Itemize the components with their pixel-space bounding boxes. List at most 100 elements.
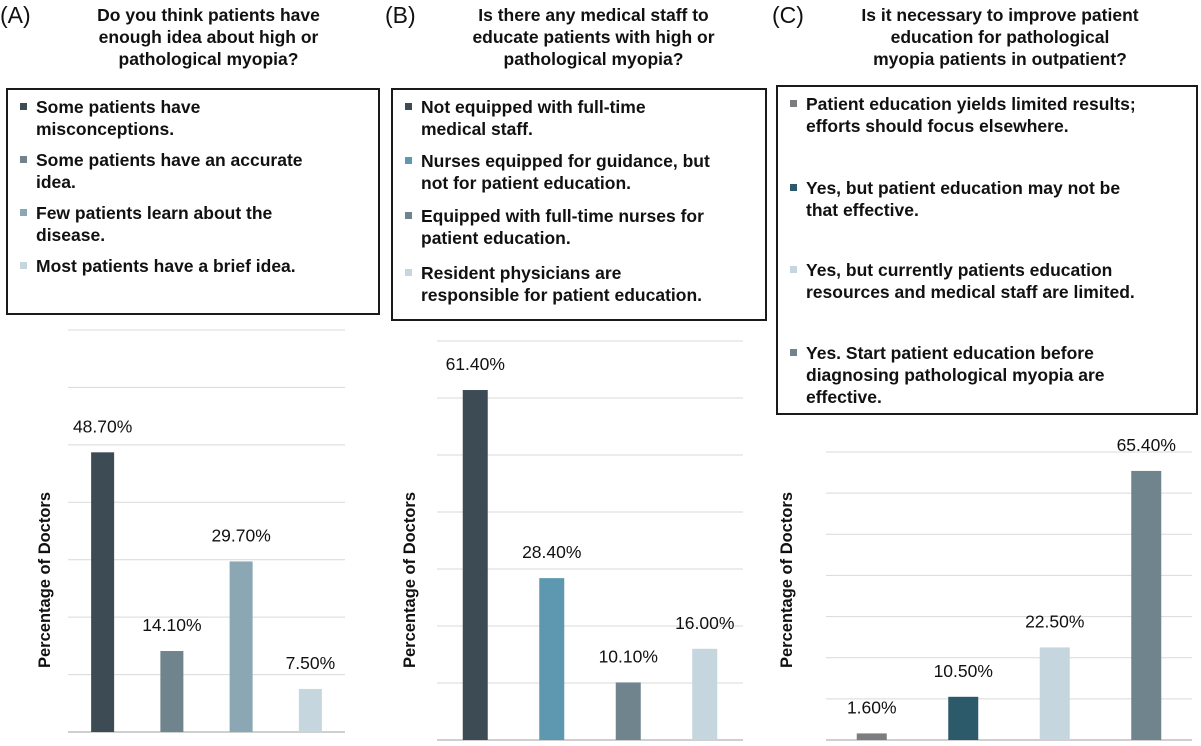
legend-label-line: Some patients have an accurate xyxy=(36,150,303,170)
legend-swatch xyxy=(405,269,412,276)
legend-swatch xyxy=(405,103,412,110)
legend-label: Yes. Start patient education before diagn… xyxy=(806,342,1111,408)
legend-label-line: Patient education yields limited results… xyxy=(806,94,1136,114)
legend-item: Yes, but patient education may not be tha… xyxy=(778,177,1196,221)
legend-item: Not equipped with full-time medical staff… xyxy=(393,96,765,140)
bar xyxy=(91,452,115,732)
legend-label: Yes, but patient education may not be tha… xyxy=(806,177,1126,221)
legend-label: Nurses equipped for guidance, but not for… xyxy=(421,150,716,194)
y-axis-label: Percentage of Doctors xyxy=(401,492,419,668)
data-label: 1.60% xyxy=(847,697,897,717)
data-label: 10.50% xyxy=(934,661,993,681)
bar xyxy=(160,651,184,732)
legend-label: Some patients have an accurate idea. xyxy=(36,149,309,193)
legend-swatch xyxy=(20,156,27,163)
bar-chart: Percentage of Doctors 61.40% 28.40% 10.10% 1… xyxy=(401,340,743,741)
data-label: 29.70% xyxy=(211,525,270,545)
legend-item: Equipped with full-time nurses for patien… xyxy=(393,205,765,249)
legend-label-line: Not equipped with full-time xyxy=(421,97,646,117)
legend-label-line: Yes. Start patient education before xyxy=(806,343,1094,363)
legend-swatch xyxy=(790,266,797,273)
legend-swatch xyxy=(20,262,27,269)
question-title: Is there any medical staff to educate pat… xyxy=(415,4,772,70)
legend-swatch xyxy=(405,157,412,164)
legend-label: Resident physicians are responsible for p… xyxy=(421,262,708,306)
data-label: 28.40% xyxy=(522,542,581,562)
legend-label: Yes, but currently patients education res… xyxy=(806,259,1141,303)
bar xyxy=(615,682,641,740)
legend-swatch xyxy=(20,209,27,216)
legend-label: Few patients learn about the disease. xyxy=(36,202,278,246)
data-label: 65.40% xyxy=(1117,435,1176,455)
panel-letter: (C) xyxy=(772,2,804,28)
bar-chart: Percentage of Doctors 48.70% 14.10% 29.70% 7… xyxy=(36,329,345,733)
question-line: pathological myopia? xyxy=(118,49,299,69)
legend-label: Not equipped with full-time medical staff… xyxy=(421,96,652,140)
legend-item: Few patients learn about the disease. xyxy=(8,202,378,246)
legend-swatch xyxy=(405,212,412,219)
legend-label-line: idea. xyxy=(36,172,76,192)
legend-label-line: resources and medical staff are limited. xyxy=(806,282,1135,302)
legend-label-line: Yes, but patient education may not be xyxy=(806,178,1121,198)
legend-label: Some patients have misconceptions. xyxy=(36,96,206,140)
legend-swatch xyxy=(790,349,797,356)
legend-box: Not equipped with full-time medical staff… xyxy=(391,88,767,321)
legend-swatch xyxy=(790,100,797,107)
legend-label-line: Resident physicians are xyxy=(421,263,622,283)
legend-label-line: Yes, but currently patients education xyxy=(806,260,1113,280)
legend-label-line: patient education. xyxy=(421,228,571,248)
legend-swatch xyxy=(790,184,797,191)
question-line: enough idea about high or xyxy=(98,27,319,47)
legend-box: Patient education yields limited results… xyxy=(776,85,1198,415)
bar xyxy=(692,648,718,740)
legend-label-line: efforts should focus elsewhere. xyxy=(806,116,1069,136)
data-label: 10.10% xyxy=(599,646,658,666)
question-title: Is it necessary to improve patient educat… xyxy=(810,4,1190,70)
bar xyxy=(948,696,979,740)
legend-item: Most patients have a brief idea. xyxy=(8,255,378,277)
question-line: Is it necessary to improve patient xyxy=(861,5,1139,25)
bar-chart: Percentage of Doctors 1.60% 10.50% 22.50% 65… xyxy=(778,435,1192,741)
legend-label-line: diagnosing pathological myopia are xyxy=(806,365,1105,385)
legend-item: Patient education yields limited results… xyxy=(778,93,1196,137)
question-line: Do you think patients have xyxy=(97,5,320,25)
bar xyxy=(539,578,565,740)
legend-label-line: Few patients learn about the xyxy=(36,203,273,223)
data-label: 7.50% xyxy=(286,653,336,673)
legend-label-line: Most patients have a brief idea. xyxy=(36,256,296,276)
data-label: 48.70% xyxy=(73,416,132,436)
data-label: 22.50% xyxy=(1025,611,1084,631)
question-line: pathological myopia? xyxy=(503,49,684,69)
legend-item: Yes, but currently patients education res… xyxy=(778,259,1196,303)
legend-label-line: effective. xyxy=(806,387,882,407)
legend-label: Most patients have a brief idea. xyxy=(36,255,302,277)
panel-letter: (A) xyxy=(0,2,31,28)
legend-item: Resident physicians are responsible for p… xyxy=(393,262,765,306)
legend-label-line: responsible for patient education. xyxy=(421,285,703,305)
data-label: 16.00% xyxy=(675,613,734,633)
legend-box: Some patients have misconceptions. Some pa… xyxy=(6,88,380,315)
legend-item: Some patients have misconceptions. xyxy=(8,96,378,140)
question-line: Is there any medical staff to xyxy=(478,5,709,25)
data-label: 14.10% xyxy=(142,615,201,635)
legend-label-line: not for patient education. xyxy=(421,173,631,193)
legend-label-line: medical staff. xyxy=(421,119,533,139)
bar xyxy=(856,733,887,740)
panel-letter: (B) xyxy=(385,2,416,28)
y-axis-label: Percentage of Doctors xyxy=(778,492,796,668)
legend-label-line: Some patients have xyxy=(36,97,201,117)
bar xyxy=(1131,470,1162,740)
legend-label-line: misconceptions. xyxy=(36,119,175,139)
legend-label: Patient education yields limited results… xyxy=(806,93,1142,137)
bar xyxy=(229,561,253,732)
legend-item: Some patients have an accurate idea. xyxy=(8,149,378,193)
legend-label-line: Equipped with full-time nurses for xyxy=(421,206,704,226)
question-line: educate patients with high or xyxy=(472,27,715,47)
legend-label-line: disease. xyxy=(36,225,106,245)
y-axis-label: Percentage of Doctors xyxy=(36,492,54,668)
legend-swatch xyxy=(20,103,27,110)
question-line: myopia patients in outpatient? xyxy=(873,49,1127,69)
panel-a: (A) Do you think patients have enough idea… xyxy=(0,0,385,746)
question-title: Do you think patients have enough idea ab… xyxy=(32,4,385,70)
legend-label: Equipped with full-time nurses for patien… xyxy=(421,205,710,249)
